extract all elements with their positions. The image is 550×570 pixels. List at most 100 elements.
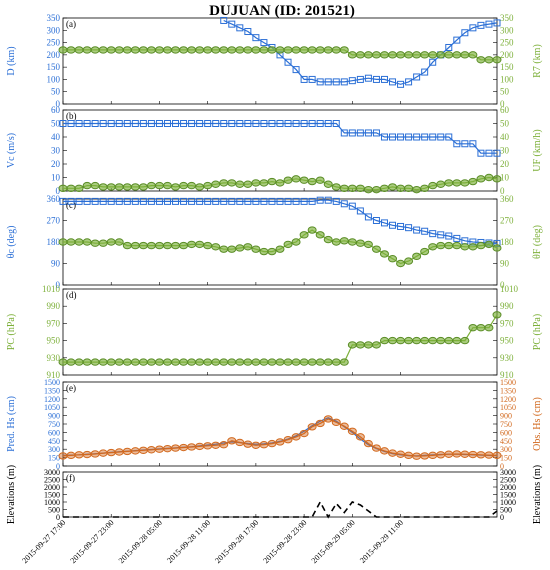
- data-point-circle: [396, 336, 406, 345]
- y-tick-label-left: 1050: [44, 403, 60, 412]
- data-point-square: [324, 196, 332, 204]
- data-point-square: [340, 78, 348, 86]
- data-point-circle: [371, 341, 381, 349]
- data-point-circle: [371, 444, 381, 452]
- data-point-square: [204, 120, 212, 127]
- series-markers: [58, 226, 502, 268]
- data-point-circle: [428, 181, 438, 190]
- data-point-circle: [195, 442, 205, 451]
- data-point-circle: [436, 451, 446, 459]
- data-point-square: [324, 78, 332, 86]
- data-point-square: [364, 74, 372, 82]
- data-point-circle: [283, 358, 293, 366]
- data-point-square: [461, 140, 469, 148]
- y-tick-label-left: 450: [48, 437, 60, 446]
- y-tick-label-right: 1050: [500, 403, 516, 412]
- data-point-circle: [315, 46, 325, 54]
- data-point-square: [236, 24, 244, 32]
- data-point-circle: [363, 51, 373, 59]
- y-tick-label-left: 200: [47, 50, 61, 60]
- data-point-circle: [243, 358, 253, 366]
- data-point-circle: [58, 46, 68, 54]
- panel-d: (d) 910 910 930 930 950 950 970 970 990 990 1010 101…: [6, 284, 543, 380]
- data-point-square: [485, 149, 493, 157]
- data-point-circle: [299, 429, 309, 438]
- data-point-circle: [171, 241, 181, 250]
- data-point-circle: [307, 46, 317, 54]
- x-tick-label: 2015-09-28 11:00: [165, 518, 212, 565]
- data-point-circle: [428, 243, 438, 251]
- data-point-square: [372, 129, 380, 137]
- data-point-square: [429, 230, 437, 238]
- data-point-square: [220, 197, 228, 205]
- data-point-circle: [179, 443, 189, 452]
- y-tick-label-left: 360: [47, 194, 61, 204]
- data-point-circle: [162, 241, 172, 250]
- data-point-circle: [171, 358, 181, 366]
- data-point-circle: [283, 240, 293, 249]
- data-point-square: [340, 200, 348, 208]
- data-point-square: [372, 217, 380, 224]
- data-point-square: [429, 133, 437, 141]
- data-point-circle: [275, 438, 285, 446]
- y-tick-label-right: 10: [500, 173, 510, 183]
- data-point-square: [236, 120, 244, 127]
- y-tick-label-left: 2500: [44, 476, 60, 485]
- data-point-square: [59, 120, 67, 127]
- y-tick-label-right: 0: [500, 186, 505, 196]
- data-point-square: [397, 80, 405, 88]
- y-tick-label-left: 50: [51, 87, 61, 97]
- data-point-circle: [235, 244, 245, 252]
- series-markers: [59, 196, 501, 247]
- data-point-circle: [251, 46, 261, 54]
- data-point-circle: [138, 358, 148, 366]
- data-point-circle: [66, 46, 76, 54]
- data-point-square: [332, 197, 340, 205]
- data-point-circle: [162, 46, 172, 54]
- data-point-square: [477, 149, 485, 157]
- data-point-circle: [283, 435, 293, 444]
- y-tick-label-right: 0: [500, 280, 505, 290]
- data-point-circle: [371, 185, 381, 194]
- data-point-circle: [203, 46, 213, 54]
- data-point-circle: [420, 184, 430, 193]
- data-point-circle: [162, 181, 172, 190]
- data-point-square: [204, 197, 212, 205]
- y-tick-label-right: 450: [500, 437, 512, 446]
- data-point-square: [67, 197, 75, 205]
- y-tick-label-right: 50: [500, 87, 510, 97]
- data-point-square: [228, 120, 236, 127]
- data-point-circle: [138, 446, 148, 455]
- y-tick-label-right: 200: [500, 50, 514, 60]
- data-point-square: [348, 129, 356, 137]
- data-point-circle: [203, 442, 213, 450]
- data-point-square: [244, 197, 252, 205]
- data-point-square: [252, 120, 260, 127]
- data-point-circle: [347, 238, 357, 246]
- data-point-square: [276, 120, 284, 127]
- data-point-circle: [388, 51, 398, 59]
- data-point-circle: [130, 447, 140, 455]
- data-point-circle: [243, 440, 253, 448]
- data-point-circle: [90, 450, 100, 458]
- data-point-square: [437, 133, 445, 141]
- data-point-circle: [347, 427, 357, 435]
- data-point-circle: [66, 184, 76, 193]
- data-point-square: [139, 197, 147, 205]
- data-point-circle: [452, 450, 462, 458]
- y-tick-label-right: 600: [500, 428, 512, 437]
- data-point-circle: [179, 241, 189, 250]
- data-point-circle: [122, 447, 132, 456]
- data-point-circle: [171, 46, 181, 54]
- data-point-square: [188, 197, 196, 205]
- data-point-circle: [146, 446, 156, 454]
- y-axis-label-left: θc (deg): [6, 226, 17, 259]
- data-point-circle: [339, 422, 349, 430]
- data-point-circle: [251, 245, 261, 253]
- y-axis-label-left: D (km): [6, 46, 17, 75]
- y-tick-label-right: 0: [500, 99, 505, 109]
- data-point-circle: [203, 241, 213, 250]
- y-axis-label-right: R7 (km): [532, 44, 543, 78]
- data-point-circle: [146, 181, 156, 190]
- data-point-square: [91, 120, 99, 127]
